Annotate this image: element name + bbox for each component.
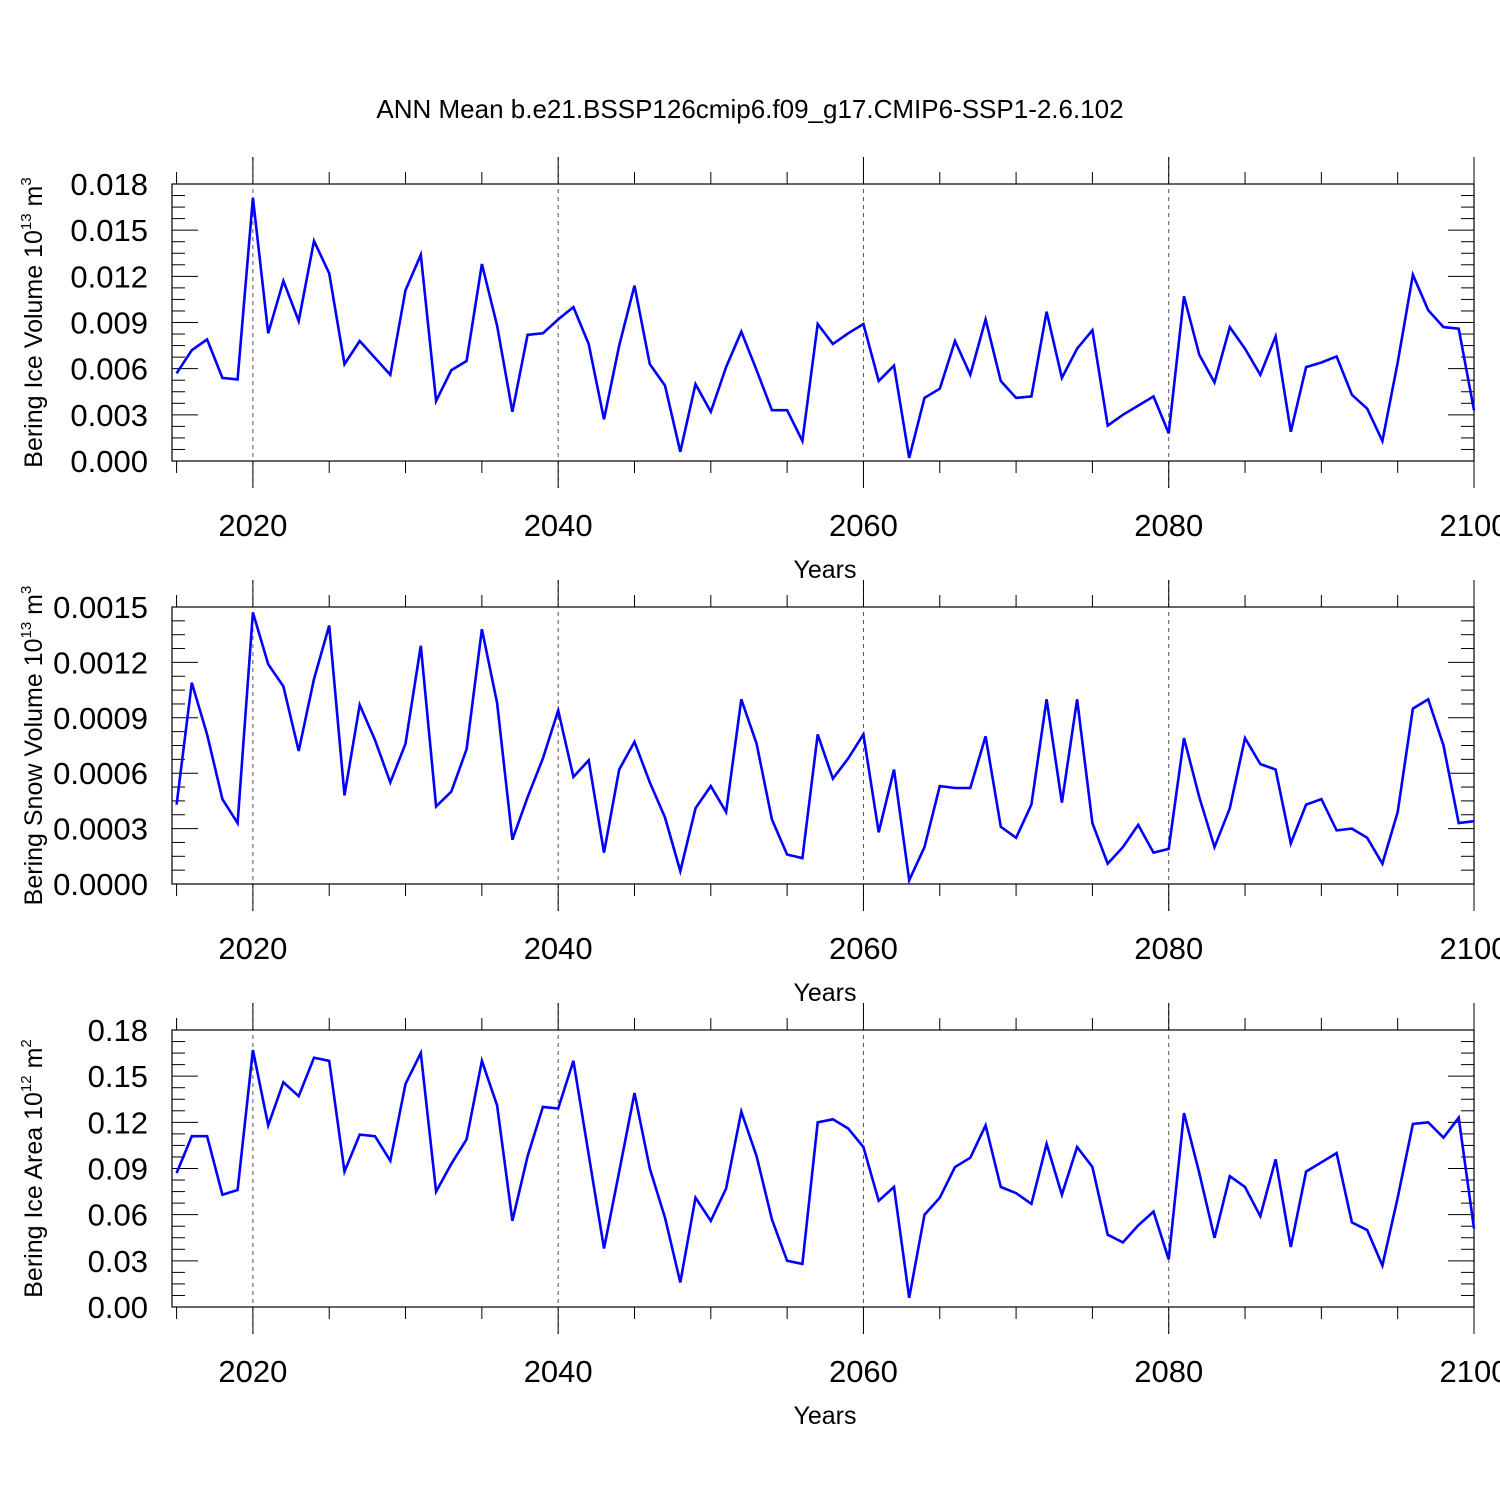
y-axis-label-superscript: 13 bbox=[18, 622, 35, 639]
y-tick-label: 0.006 bbox=[70, 352, 148, 387]
y-axis-label-text: m bbox=[20, 594, 48, 622]
x-tick-label: 2040 bbox=[524, 931, 593, 966]
x-tick-label: 2020 bbox=[218, 931, 287, 966]
plot-frame bbox=[171, 606, 1475, 885]
chart-panel-3: 2020 2040 2060 2080 2100 Years 0.00 0.03 0.06 0.0… bbox=[18, 1003, 1500, 1430]
chart-panel-2: 2020 2040 2060 2080 2100 Years 0.0000 0.0003 0.0… bbox=[18, 580, 1500, 1007]
y-axis-label-text: Bering Ice Area 10 bbox=[20, 1092, 48, 1298]
y-axis-label-text: m bbox=[20, 1048, 48, 1076]
y-tick-label: 0.03 bbox=[88, 1244, 148, 1279]
y-axis-label-superscript: 13 bbox=[18, 213, 35, 230]
y-tick-label: 0.12 bbox=[88, 1105, 148, 1140]
y-axis-label-text: Bering Ice Volume 10 bbox=[20, 230, 48, 468]
x-tick-label: 2080 bbox=[1134, 1354, 1203, 1389]
x-tick-label: 2060 bbox=[829, 508, 898, 543]
x-tick-label: 2080 bbox=[1134, 508, 1203, 543]
y-tick-label: 0.18 bbox=[88, 1013, 148, 1048]
x-axis-label: Years bbox=[793, 1402, 856, 1430]
y-axis-label-text: m bbox=[20, 186, 48, 214]
y-tick-label: 0.0000 bbox=[53, 867, 148, 902]
y-axis-label-superscript: 3 bbox=[18, 177, 35, 185]
series-line bbox=[175, 197, 1476, 459]
y-axis-label: Bering Ice Volume 1013 m3 bbox=[18, 177, 48, 467]
y-axis-label: Bering Ice Area 1012 m2 bbox=[18, 1039, 48, 1298]
y-tick-label: 0.00 bbox=[88, 1290, 148, 1325]
y-tick-label: 0.0009 bbox=[53, 701, 148, 736]
y-tick-label: 0.0012 bbox=[53, 645, 148, 680]
y-tick-label: 0.018 bbox=[70, 167, 148, 202]
y-tick-label: 0.000 bbox=[70, 444, 148, 479]
x-axis-label: Years bbox=[793, 979, 856, 1007]
x-tick-label: 2100 bbox=[1440, 1354, 1500, 1389]
x-tick-label: 2040 bbox=[524, 508, 593, 543]
y-tick-label: 0.09 bbox=[88, 1152, 148, 1187]
x-tick-label: 2020 bbox=[218, 1354, 287, 1389]
y-axis-label: Bering Snow Volume 1013 m3 bbox=[18, 586, 48, 906]
y-axis-label-superscript: 3 bbox=[18, 586, 35, 594]
y-tick-label: 0.06 bbox=[88, 1198, 148, 1233]
y-tick-label: 0.0015 bbox=[53, 590, 148, 625]
figure-title: ANN Mean b.e21.BSSP126cmip6.f09_g17.CMIP… bbox=[376, 94, 1123, 124]
y-tick-label: 0.009 bbox=[70, 306, 148, 341]
y-axis-label-superscript: 12 bbox=[18, 1075, 35, 1092]
y-tick-label: 0.0006 bbox=[53, 756, 148, 791]
x-tick-label: 2080 bbox=[1134, 931, 1203, 966]
y-tick-label: 0.15 bbox=[88, 1059, 148, 1094]
plot-frame bbox=[171, 183, 1475, 462]
y-tick-label: 0.0003 bbox=[53, 812, 148, 847]
series-line bbox=[175, 612, 1475, 885]
y-axis-label-superscript: 2 bbox=[18, 1039, 35, 1047]
x-tick-label: 2100 bbox=[1440, 508, 1500, 543]
chart-panel-1: 2020 2040 2060 2080 2100 Years 0.000 0.003 0.006… bbox=[18, 157, 1500, 584]
series-line bbox=[175, 1048, 1476, 1299]
y-tick-label: 0.003 bbox=[70, 398, 148, 433]
y-axis-label-text: Bering Snow Volume 10 bbox=[20, 638, 48, 905]
y-tick-label: 0.015 bbox=[70, 213, 148, 248]
x-tick-label: 2020 bbox=[218, 508, 287, 543]
x-tick-label: 2040 bbox=[524, 1354, 593, 1389]
x-axis-label: Years bbox=[793, 556, 856, 584]
y-tick-label: 0.012 bbox=[70, 259, 148, 294]
x-tick-label: 2060 bbox=[829, 1354, 898, 1389]
x-tick-label: 2060 bbox=[829, 931, 898, 966]
plot-frame bbox=[171, 1029, 1475, 1308]
x-tick-label: 2100 bbox=[1440, 931, 1500, 966]
